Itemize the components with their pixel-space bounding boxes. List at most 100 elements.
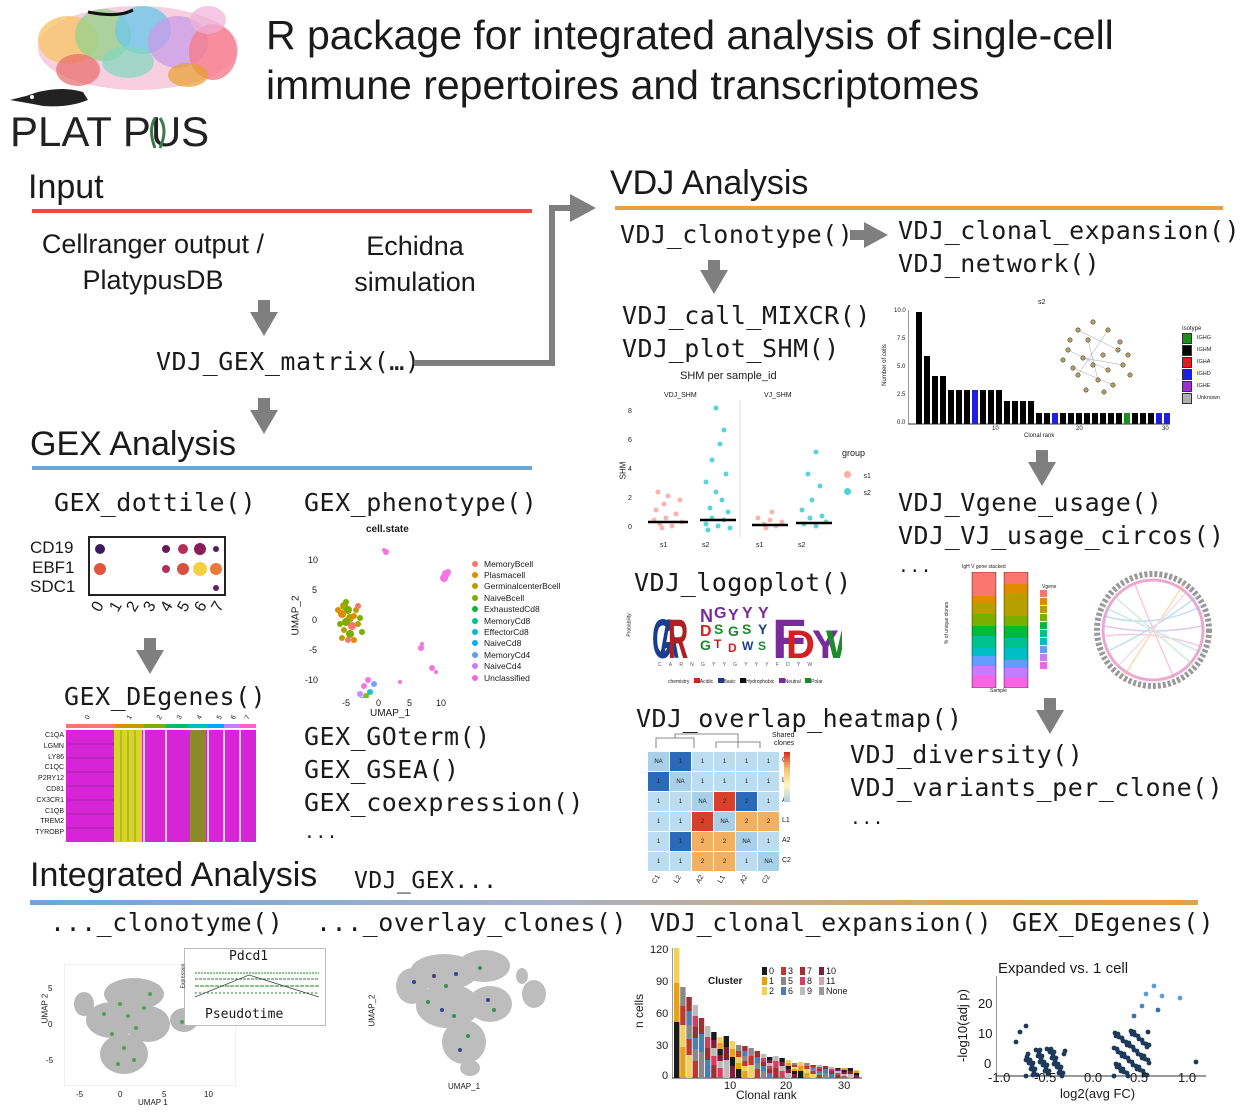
clone-bar-segment bbox=[754, 1069, 760, 1078]
legend-swatch bbox=[819, 987, 824, 995]
clone-bar-segment bbox=[711, 1040, 717, 1048]
clone-bar-segment bbox=[804, 1066, 810, 1069]
overlap-cell: 1 bbox=[648, 772, 669, 791]
legend-swatch bbox=[762, 977, 767, 985]
clone-bar-segment bbox=[810, 1065, 816, 1067]
volcano-point bbox=[1111, 1073, 1117, 1079]
volcano-point bbox=[1118, 1068, 1124, 1074]
clone-bar-segment bbox=[742, 1056, 748, 1061]
overlap-cell: 1 bbox=[758, 772, 779, 791]
heatmap-gene-labels: C1QA LGMN LY86 C1QC P2RY12 CD81 CX3CR1 C… bbox=[30, 732, 64, 840]
overlap-col-label: L1 bbox=[716, 874, 727, 885]
expansion-ytick: 2.5 bbox=[897, 392, 906, 398]
heatmap-gene: CD81 bbox=[46, 785, 64, 793]
clone-ytick: 120 bbox=[650, 944, 669, 956]
heatmap-gene: TYROBP bbox=[35, 829, 64, 837]
expansion-xtick: 30 bbox=[1162, 426, 1169, 432]
overlap-cell: 1 bbox=[736, 772, 757, 791]
shm-ytick: 4 bbox=[628, 466, 632, 473]
clone-bar-segment bbox=[810, 1074, 816, 1078]
vj-circos-plot bbox=[1094, 571, 1212, 689]
volcano-point bbox=[1193, 1059, 1199, 1065]
gex-goterm-fn: GEX_GOterm() bbox=[304, 722, 491, 751]
volcano-point bbox=[1044, 1046, 1050, 1052]
overlap-legend-title-2: clones bbox=[774, 740, 795, 747]
input-source2-line2: simulation bbox=[354, 267, 476, 297]
clone-bar-segment bbox=[841, 1076, 847, 1078]
svg-text:Y: Y bbox=[728, 607, 739, 624]
volcano-point bbox=[1023, 1057, 1029, 1063]
svg-text:F: F bbox=[772, 607, 806, 662]
clone-bar-segment bbox=[686, 997, 692, 1011]
isotype-legend-item: IGHG bbox=[1182, 332, 1230, 344]
overlap-cell: 2 bbox=[692, 832, 713, 851]
pseudotime-scatter bbox=[64, 964, 236, 1086]
volcano-point bbox=[1131, 1013, 1137, 1019]
clone-bar-segment bbox=[853, 1073, 860, 1075]
clone-bar-segment bbox=[711, 1032, 717, 1040]
legend-label: EffectorCd8 bbox=[484, 627, 529, 638]
svg-text:Y: Y bbox=[758, 621, 768, 637]
svg-text:C: C bbox=[652, 609, 672, 662]
overlap-col-label: A2 bbox=[695, 874, 706, 885]
legend-swatch bbox=[1182, 368, 1192, 380]
pseudotime-ytick: 5 bbox=[48, 984, 53, 993]
clone-bar-segment bbox=[791, 1074, 798, 1078]
pseudotime-ylabel: UMAP 2 bbox=[40, 993, 50, 1024]
clone-bar-segment bbox=[835, 1069, 841, 1071]
clone-ytick: 90 bbox=[656, 976, 669, 988]
clone-bar-segment bbox=[680, 1047, 686, 1078]
phenotype-legend-item: NaiveBcell bbox=[472, 592, 590, 603]
clone-bar-segment bbox=[729, 1041, 736, 1049]
logo-legend-polar: Polar bbox=[811, 679, 823, 685]
expansion-ylabel: Number of cells bbox=[881, 344, 888, 386]
clone-bar-segment bbox=[680, 1025, 686, 1047]
phenotype-legend: MemoryBcell Plasmacell GerminalcenterBcell… bbox=[472, 558, 590, 683]
overlap-cell: NA bbox=[670, 772, 691, 791]
isotype-legend-item: IGHD bbox=[1182, 368, 1230, 380]
isotype-legend-item: IGHE bbox=[1182, 380, 1230, 392]
phenotype-ytick: 0 bbox=[312, 615, 318, 625]
legend-swatch bbox=[1182, 392, 1192, 404]
vgene-bars bbox=[971, 572, 1029, 688]
arrow-clonotype-to-mixcr bbox=[700, 260, 728, 294]
volcano-point bbox=[1035, 1053, 1041, 1059]
clone-legend-item: 10 bbox=[819, 966, 836, 976]
phenotype-legend-item: ExhaustedCd8 bbox=[472, 604, 590, 615]
phenotype-title: cell.state bbox=[366, 524, 409, 535]
legend-swatch bbox=[800, 977, 805, 985]
overlap-cell: 2 bbox=[714, 832, 735, 851]
clone-bar-segment bbox=[760, 1054, 767, 1058]
pseudotime-plot: UMAP 2 5 0 -5 -5 0 5 10 UMAP 1 Pdcd1 Exp… bbox=[34, 944, 326, 1110]
isotype-legend-item: IGHM bbox=[1182, 344, 1230, 356]
svg-text:G: G bbox=[714, 605, 726, 622]
clone-bar-segment bbox=[847, 1068, 853, 1071]
overlap-cell: 1 bbox=[670, 752, 691, 771]
svg-text:Y: Y bbox=[742, 605, 753, 622]
volcano-point bbox=[1040, 1062, 1046, 1068]
pseudotime-xlabel: UMAP 1 bbox=[138, 1098, 168, 1107]
svg-text:A: A bbox=[659, 609, 679, 662]
legend-label: NaiveCd4 bbox=[484, 661, 522, 672]
arrow-matrix-to-gex bbox=[250, 398, 278, 434]
volcano-title: Expanded vs. 1 cell bbox=[998, 960, 1129, 977]
overlap-cell: 2 bbox=[758, 812, 779, 831]
expansion-xtick: 20 bbox=[1076, 426, 1083, 432]
gex-coexpression-fn: GEX_coexpression() bbox=[304, 788, 584, 817]
arrow-input-to-matrix bbox=[250, 300, 278, 336]
volcano-point bbox=[1114, 1064, 1120, 1070]
clone-bar-segment bbox=[773, 1056, 779, 1061]
vdj-vgene-usage-fn: VDJ_Vgene_usage() bbox=[898, 488, 1163, 517]
pseudotime-gene: Pdcd1 bbox=[229, 949, 269, 964]
clone-bar-segment bbox=[723, 1047, 729, 1060]
legend-label: 8 bbox=[807, 976, 813, 986]
overlap-cell: 1 bbox=[648, 792, 669, 811]
phenotype-umap-plot: cell.state UMAP_2 UMAP_1 10 5 0 -5 -10 -… bbox=[290, 522, 590, 722]
clone-bar-segment bbox=[717, 1037, 723, 1043]
volcano-point bbox=[1047, 1049, 1053, 1055]
clone-bar-segment bbox=[798, 1066, 804, 1071]
pseudotime-expr-label: Expression bbox=[180, 963, 187, 989]
phenotype-legend-item: MemoryBcell bbox=[472, 558, 590, 569]
arrow-clonotype-to-expansion bbox=[850, 222, 888, 248]
clone-ylabel: n cells bbox=[632, 993, 647, 1029]
